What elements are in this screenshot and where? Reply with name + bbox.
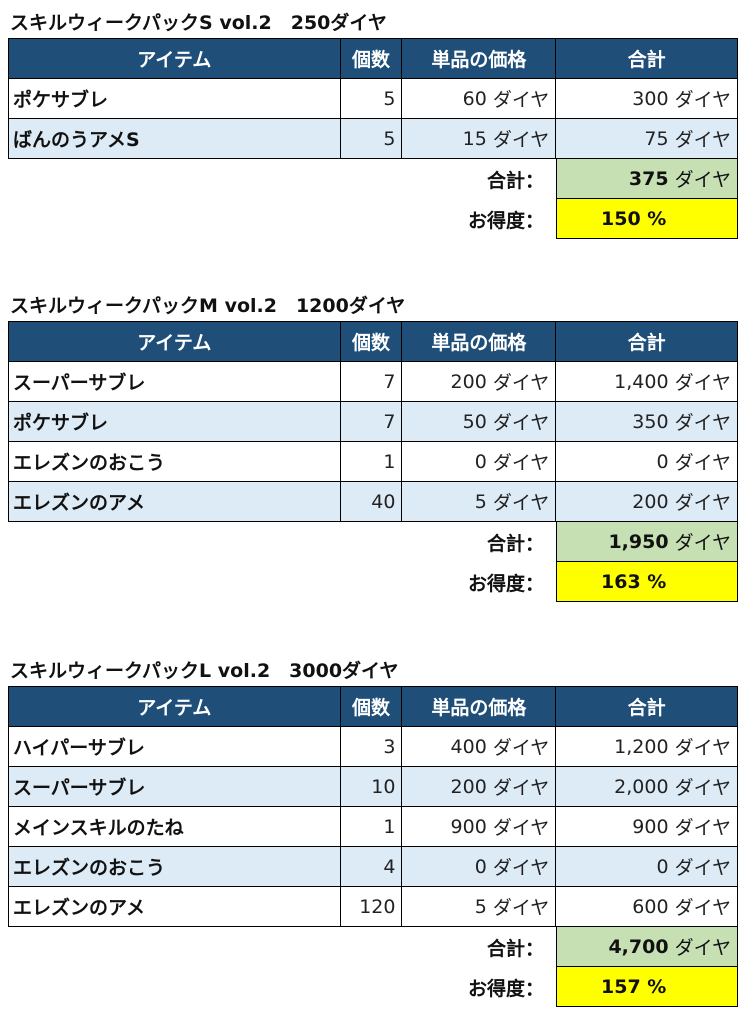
rate-value: 157 %	[556, 967, 738, 1007]
sum-row: 合計： 4,700 ダイヤ	[8, 927, 738, 967]
header-qty: 個数	[340, 39, 403, 79]
item-total: 0 ダイヤ	[556, 442, 738, 482]
table-row: エレズンのおこう 4 0 ダイヤ 0 ダイヤ	[9, 847, 738, 887]
table-row: スーパーサブレ 10 200 ダイヤ 2,000 ダイヤ	[9, 767, 738, 807]
item-price: 0 ダイヤ	[402, 442, 557, 482]
header-item: アイテム	[9, 687, 341, 727]
sum-label: 合計：	[486, 937, 544, 960]
item-qty: 120	[340, 887, 403, 927]
item-total: 75 ダイヤ	[556, 119, 738, 159]
sum-row: 合計： 1,950 ダイヤ	[8, 522, 738, 562]
rate-value: 163 %	[556, 562, 738, 602]
item-price: 0 ダイヤ	[402, 847, 557, 887]
item-name: エレズンのおこう	[9, 847, 341, 887]
item-qty: 5	[340, 79, 403, 119]
item-name: エレズンのアメ	[9, 887, 341, 927]
item-name: エレズンのアメ	[9, 482, 341, 522]
item-price: 200 ダイヤ	[402, 362, 557, 402]
table-header: アイテム 個数 単品の価格 合計	[9, 687, 739, 727]
item-price: 5 ダイヤ	[402, 887, 557, 927]
header-unit-price: 単品の価格	[402, 39, 557, 79]
table-row: スーパーサブレ 7 200 ダイヤ 1,400 ダイヤ	[9, 362, 738, 402]
pack-title: スキルウィークパックS vol.2 250ダイヤ	[10, 12, 387, 34]
item-qty: 5	[340, 119, 403, 159]
pack-s-section: スキルウィークパックS vol.2 250ダイヤ アイテム 個数 単品の価格 合…	[8, 8, 739, 239]
item-name: ポケサブレ	[9, 79, 341, 119]
header-total: 合計	[556, 322, 739, 362]
table-row: ばんのうアメS 5 15 ダイヤ 75 ダイヤ	[9, 119, 738, 159]
item-price: 900 ダイヤ	[402, 807, 557, 847]
item-price: 200 ダイヤ	[402, 767, 557, 807]
pack-l-section: スキルウィークパックL vol.2 3000ダイヤ アイテム 個数 単品の価格 …	[8, 656, 739, 1007]
pack-m-section: スキルウィークパックM vol.2 1200ダイヤ アイテム 個数 単品の価格 …	[8, 291, 739, 602]
table-row: エレズンのアメ 120 5 ダイヤ 600 ダイヤ	[9, 887, 738, 927]
table-header: アイテム 個数 単品の価格 合計	[9, 39, 739, 79]
item-qty: 7	[340, 402, 403, 442]
table-row: エレズンのおこう 1 0 ダイヤ 0 ダイヤ	[9, 442, 738, 482]
item-price: 60 ダイヤ	[402, 79, 557, 119]
pack-table: アイテム 個数 単品の価格 合計 ハイパーサブレ 3 400 ダイヤ 1,200 ダ…	[8, 686, 739, 927]
item-name: ハイパーサブレ	[9, 727, 341, 767]
item-total: 600 ダイヤ	[556, 887, 738, 927]
pack-title: スキルウィークパックM vol.2 1200ダイヤ	[10, 295, 406, 317]
sum-label: 合計：	[486, 532, 544, 555]
sum-label: 合計：	[486, 169, 544, 192]
header-unit-price: 単品の価格	[402, 687, 557, 727]
item-total: 1,400 ダイヤ	[556, 362, 738, 402]
table-row: ポケサブレ 5 60 ダイヤ 300 ダイヤ	[9, 79, 738, 119]
item-qty: 10	[340, 767, 403, 807]
item-name: スーパーサブレ	[9, 362, 341, 402]
rate-row: お得度： 157 %	[8, 967, 738, 1007]
item-name: ばんのうアメS	[9, 119, 341, 159]
sum-value: 4,700 ダイヤ	[556, 927, 738, 967]
item-total: 0 ダイヤ	[556, 847, 738, 887]
item-total: 200 ダイヤ	[556, 482, 738, 522]
item-qty: 40	[340, 482, 403, 522]
item-price: 5 ダイヤ	[402, 482, 557, 522]
item-name: ポケサブレ	[9, 402, 341, 442]
pack-table: アイテム 個数 単品の価格 合計 スーパーサブレ 7 200 ダイヤ 1,400 ダ…	[8, 321, 739, 522]
header-total: 合計	[556, 687, 739, 727]
item-name: スーパーサブレ	[9, 767, 341, 807]
pack-table: アイテム 個数 単品の価格 合計 ポケサブレ 5 60 ダイヤ 300 ダイヤ ばん…	[8, 38, 739, 159]
rate-row: お得度： 163 %	[8, 562, 738, 602]
item-total: 350 ダイヤ	[556, 402, 738, 442]
sum-row: 合計： 375 ダイヤ	[8, 159, 738, 199]
item-price: 400 ダイヤ	[402, 727, 557, 767]
item-qty: 7	[340, 362, 403, 402]
rate-label: お得度：	[467, 977, 544, 1000]
table-row: メインスキルのたね 1 900 ダイヤ 900 ダイヤ	[9, 807, 738, 847]
item-qty: 3	[340, 727, 403, 767]
table-row: ポケサブレ 7 50 ダイヤ 350 ダイヤ	[9, 402, 738, 442]
header-item: アイテム	[9, 322, 341, 362]
table-header: アイテム 個数 単品の価格 合計	[9, 322, 739, 362]
rate-value: 150 %	[556, 199, 738, 239]
item-name: メインスキルのたね	[9, 807, 341, 847]
rate-label: お得度：	[467, 572, 544, 595]
rate-row: お得度： 150 %	[8, 199, 738, 239]
header-qty: 個数	[340, 322, 403, 362]
item-qty: 1	[340, 807, 403, 847]
sum-value: 375 ダイヤ	[556, 159, 738, 199]
item-price: 50 ダイヤ	[402, 402, 557, 442]
item-total: 900 ダイヤ	[556, 807, 738, 847]
header-item: アイテム	[9, 39, 341, 79]
table-row: ハイパーサブレ 3 400 ダイヤ 1,200 ダイヤ	[9, 727, 738, 767]
rate-label: お得度：	[467, 209, 544, 232]
header-total: 合計	[556, 39, 739, 79]
table-row: エレズンのアメ 40 5 ダイヤ 200 ダイヤ	[9, 482, 738, 522]
item-qty: 1	[340, 442, 403, 482]
header-unit-price: 単品の価格	[402, 322, 557, 362]
item-name: エレズンのおこう	[9, 442, 341, 482]
item-qty: 4	[340, 847, 403, 887]
item-price: 15 ダイヤ	[402, 119, 557, 159]
pack-title: スキルウィークパックL vol.2 3000ダイヤ	[10, 660, 399, 682]
item-total: 300 ダイヤ	[556, 79, 738, 119]
sum-value: 1,950 ダイヤ	[556, 522, 738, 562]
item-total: 1,200 ダイヤ	[556, 727, 738, 767]
item-total: 2,000 ダイヤ	[556, 767, 738, 807]
header-qty: 個数	[340, 687, 403, 727]
